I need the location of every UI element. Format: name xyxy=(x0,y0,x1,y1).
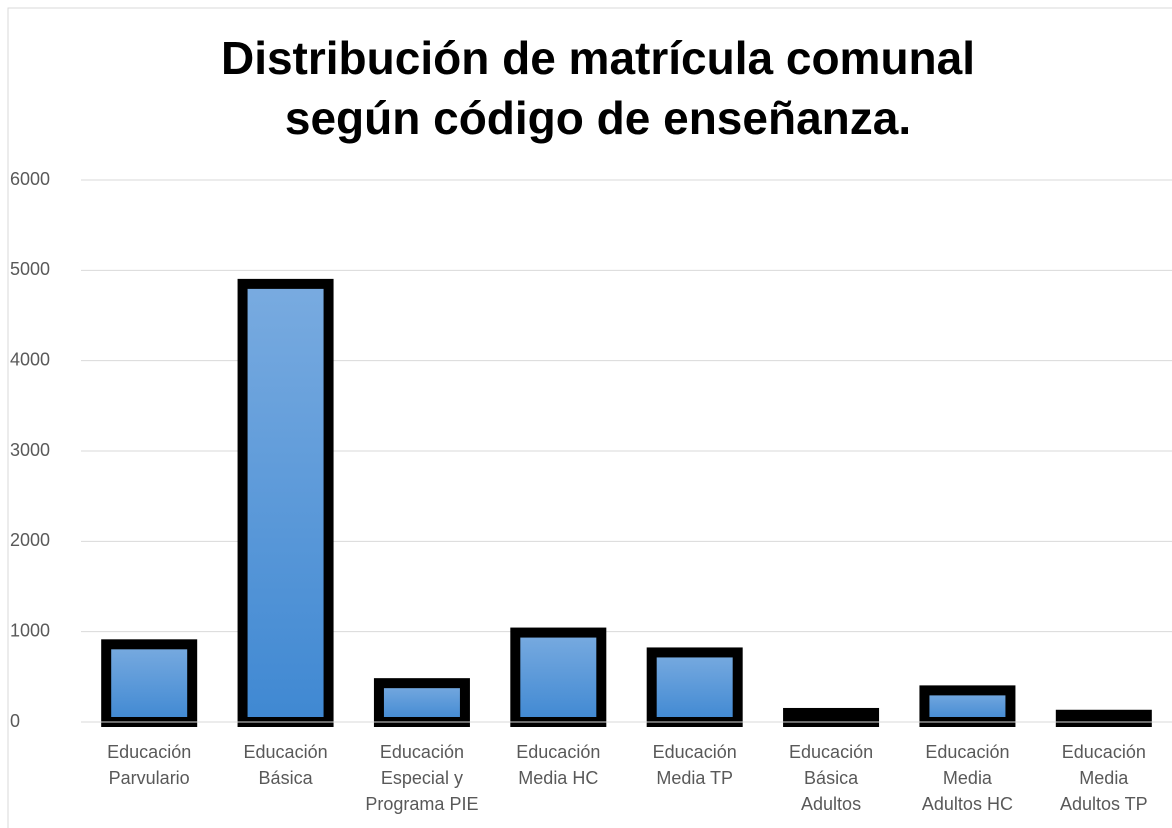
x-tick-label: Educación Especial y Programa PIE xyxy=(365,742,479,814)
bar xyxy=(237,278,334,727)
y-tick-label: 0 xyxy=(10,711,20,731)
bar xyxy=(101,639,198,728)
x-tick-label: Educación Media Adultos HC xyxy=(921,742,1013,814)
x-tick-label: Educación Media TP xyxy=(652,742,737,788)
bar xyxy=(919,685,1016,728)
y-tick-label: 1000 xyxy=(10,620,50,640)
x-tick-label: Educación Parvulario xyxy=(107,742,192,788)
bar xyxy=(783,707,880,728)
x-tick-label: Educación Básica Adultos xyxy=(789,742,874,814)
chart-title: Distribución de matrícula comunal xyxy=(221,32,975,84)
y-tick-label: 4000 xyxy=(10,349,50,369)
y-tick-label: 6000 xyxy=(10,169,50,189)
chart-title: según código de enseñanza. xyxy=(285,92,911,144)
x-tick-label: Educación Básica xyxy=(243,742,328,788)
chart-frame xyxy=(7,7,1172,828)
y-tick-label: 5000 xyxy=(10,259,50,279)
bar xyxy=(1055,709,1152,727)
x-tick-label: Educación Media Adultos TP xyxy=(1059,742,1148,814)
bar xyxy=(646,647,743,728)
x-tick-label: Educación Media HC xyxy=(516,742,601,788)
bar xyxy=(373,678,470,728)
y-tick-label: 3000 xyxy=(10,440,50,460)
bar xyxy=(510,627,607,728)
y-tick-label: 2000 xyxy=(10,530,50,550)
